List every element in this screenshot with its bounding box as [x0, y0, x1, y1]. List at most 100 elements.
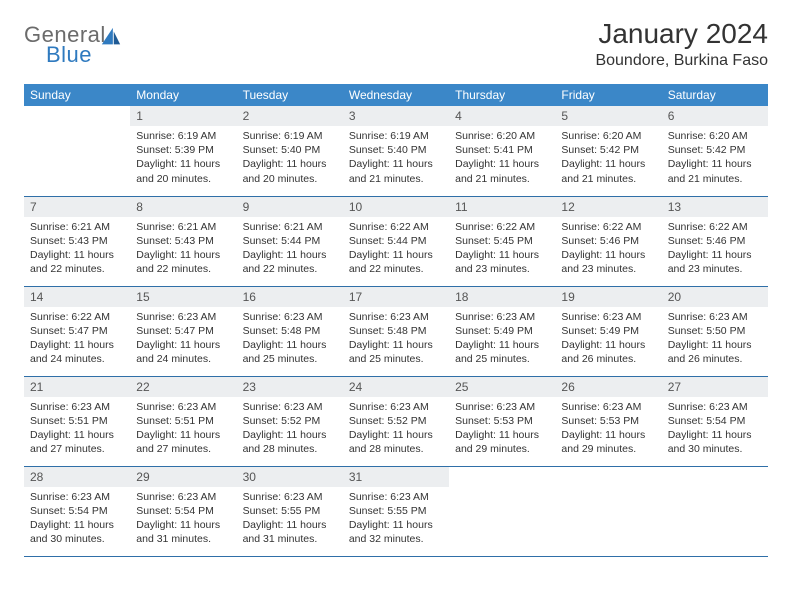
day-details: Sunrise: 6:23 AMSunset: 5:54 PMDaylight:… — [24, 487, 130, 553]
title-block: January 2024 Boundore, Burkina Faso — [595, 18, 768, 70]
calendar-day-cell: 6Sunrise: 6:20 AMSunset: 5:42 PMDaylight… — [662, 106, 768, 196]
daylight-text: Daylight: 11 hours and 22 minutes. — [136, 248, 230, 276]
sunset-text: Sunset: 5:42 PM — [668, 143, 762, 157]
sunrise-text: Sunrise: 6:23 AM — [561, 310, 655, 324]
daylight-text: Daylight: 11 hours and 31 minutes. — [136, 518, 230, 546]
sunset-text: Sunset: 5:46 PM — [668, 234, 762, 248]
day-number: 1 — [130, 106, 236, 126]
day-details: Sunrise: 6:23 AMSunset: 5:54 PMDaylight:… — [130, 487, 236, 553]
sunset-text: Sunset: 5:43 PM — [136, 234, 230, 248]
calendar-day-cell: 9Sunrise: 6:21 AMSunset: 5:44 PMDaylight… — [237, 196, 343, 286]
daylight-text: Daylight: 11 hours and 31 minutes. — [243, 518, 337, 546]
daylight-text: Daylight: 11 hours and 23 minutes. — [561, 248, 655, 276]
daylight-text: Daylight: 11 hours and 32 minutes. — [349, 518, 443, 546]
weekday-header: Tuesday — [237, 84, 343, 106]
weekday-header-row: Sunday Monday Tuesday Wednesday Thursday… — [24, 84, 768, 106]
calendar-day-cell: 1Sunrise: 6:19 AMSunset: 5:39 PMDaylight… — [130, 106, 236, 196]
day-details: Sunrise: 6:22 AMSunset: 5:46 PMDaylight:… — [662, 217, 768, 283]
daylight-text: Daylight: 11 hours and 29 minutes. — [455, 428, 549, 456]
day-number: 11 — [449, 197, 555, 217]
calendar-day-cell: 21Sunrise: 6:23 AMSunset: 5:51 PMDayligh… — [24, 376, 130, 466]
sunrise-text: Sunrise: 6:22 AM — [30, 310, 124, 324]
day-number: 19 — [555, 287, 661, 307]
day-details: Sunrise: 6:23 AMSunset: 5:50 PMDaylight:… — [662, 307, 768, 373]
calendar-day-cell: 14Sunrise: 6:22 AMSunset: 5:47 PMDayligh… — [24, 286, 130, 376]
sunrise-text: Sunrise: 6:23 AM — [455, 310, 549, 324]
day-details: Sunrise: 6:23 AMSunset: 5:54 PMDaylight:… — [662, 397, 768, 463]
sunrise-text: Sunrise: 6:23 AM — [455, 400, 549, 414]
daylight-text: Daylight: 11 hours and 21 minutes. — [349, 157, 443, 185]
day-number: 22 — [130, 377, 236, 397]
daylight-text: Daylight: 11 hours and 27 minutes. — [30, 428, 124, 456]
daylight-text: Daylight: 11 hours and 29 minutes. — [561, 428, 655, 456]
daylight-text: Daylight: 11 hours and 22 minutes. — [243, 248, 337, 276]
sunrise-text: Sunrise: 6:23 AM — [243, 310, 337, 324]
day-number: 12 — [555, 197, 661, 217]
calendar-day-cell: 23Sunrise: 6:23 AMSunset: 5:52 PMDayligh… — [237, 376, 343, 466]
day-number: 8 — [130, 197, 236, 217]
day-details: Sunrise: 6:23 AMSunset: 5:52 PMDaylight:… — [237, 397, 343, 463]
daylight-text: Daylight: 11 hours and 30 minutes. — [30, 518, 124, 546]
sunrise-text: Sunrise: 6:21 AM — [30, 220, 124, 234]
day-number: 21 — [24, 377, 130, 397]
day-details: Sunrise: 6:23 AMSunset: 5:48 PMDaylight:… — [343, 307, 449, 373]
daylight-text: Daylight: 11 hours and 28 minutes. — [349, 428, 443, 456]
calendar-day-cell: 29Sunrise: 6:23 AMSunset: 5:54 PMDayligh… — [130, 466, 236, 556]
day-details: Sunrise: 6:22 AMSunset: 5:47 PMDaylight:… — [24, 307, 130, 373]
sunset-text: Sunset: 5:55 PM — [243, 504, 337, 518]
calendar-table: Sunday Monday Tuesday Wednesday Thursday… — [24, 84, 768, 557]
sunset-text: Sunset: 5:55 PM — [349, 504, 443, 518]
day-details: Sunrise: 6:20 AMSunset: 5:41 PMDaylight:… — [449, 126, 555, 192]
day-number: 2 — [237, 106, 343, 126]
day-number: 29 — [130, 467, 236, 487]
daylight-text: Daylight: 11 hours and 26 minutes. — [561, 338, 655, 366]
weekday-header: Friday — [555, 84, 661, 106]
sunset-text: Sunset: 5:42 PM — [561, 143, 655, 157]
sunrise-text: Sunrise: 6:23 AM — [243, 490, 337, 504]
calendar-day-cell: 8Sunrise: 6:21 AMSunset: 5:43 PMDaylight… — [130, 196, 236, 286]
day-number: 25 — [449, 377, 555, 397]
weekday-header: Sunday — [24, 84, 130, 106]
day-number: 15 — [130, 287, 236, 307]
calendar-day-cell: 16Sunrise: 6:23 AMSunset: 5:48 PMDayligh… — [237, 286, 343, 376]
day-number: 30 — [237, 467, 343, 487]
sunrise-text: Sunrise: 6:23 AM — [561, 400, 655, 414]
sunrise-text: Sunrise: 6:23 AM — [668, 310, 762, 324]
daylight-text: Daylight: 11 hours and 23 minutes. — [455, 248, 549, 276]
sunrise-text: Sunrise: 6:23 AM — [668, 400, 762, 414]
sunset-text: Sunset: 5:44 PM — [243, 234, 337, 248]
sunset-text: Sunset: 5:52 PM — [243, 414, 337, 428]
daylight-text: Daylight: 11 hours and 21 minutes. — [668, 157, 762, 185]
sunrise-text: Sunrise: 6:19 AM — [349, 129, 443, 143]
sunset-text: Sunset: 5:40 PM — [243, 143, 337, 157]
sunset-text: Sunset: 5:49 PM — [455, 324, 549, 338]
sunrise-text: Sunrise: 6:21 AM — [243, 220, 337, 234]
calendar-day-cell: 4Sunrise: 6:20 AMSunset: 5:41 PMDaylight… — [449, 106, 555, 196]
weekday-header: Wednesday — [343, 84, 449, 106]
daylight-text: Daylight: 11 hours and 28 minutes. — [243, 428, 337, 456]
logo: General Blue — [24, 18, 122, 66]
calendar-day-cell: 25Sunrise: 6:23 AMSunset: 5:53 PMDayligh… — [449, 376, 555, 466]
day-details: Sunrise: 6:23 AMSunset: 5:51 PMDaylight:… — [130, 397, 236, 463]
calendar-day-cell: 7Sunrise: 6:21 AMSunset: 5:43 PMDaylight… — [24, 196, 130, 286]
calendar-day-cell: 20Sunrise: 6:23 AMSunset: 5:50 PMDayligh… — [662, 286, 768, 376]
daylight-text: Daylight: 11 hours and 30 minutes. — [668, 428, 762, 456]
calendar-day-cell: 12Sunrise: 6:22 AMSunset: 5:46 PMDayligh… — [555, 196, 661, 286]
sunrise-text: Sunrise: 6:23 AM — [349, 490, 443, 504]
day-details: Sunrise: 6:22 AMSunset: 5:46 PMDaylight:… — [555, 217, 661, 283]
day-number: 5 — [555, 106, 661, 126]
day-number: 24 — [343, 377, 449, 397]
logo-word-blue: Blue — [46, 44, 106, 66]
day-number: 13 — [662, 197, 768, 217]
day-details: Sunrise: 6:23 AMSunset: 5:47 PMDaylight:… — [130, 307, 236, 373]
daylight-text: Daylight: 11 hours and 24 minutes. — [30, 338, 124, 366]
sunrise-text: Sunrise: 6:23 AM — [136, 490, 230, 504]
day-details: Sunrise: 6:23 AMSunset: 5:52 PMDaylight:… — [343, 397, 449, 463]
calendar-day-cell: 24Sunrise: 6:23 AMSunset: 5:52 PMDayligh… — [343, 376, 449, 466]
sunset-text: Sunset: 5:44 PM — [349, 234, 443, 248]
sunset-text: Sunset: 5:48 PM — [349, 324, 443, 338]
sunrise-text: Sunrise: 6:19 AM — [243, 129, 337, 143]
daylight-text: Daylight: 11 hours and 22 minutes. — [349, 248, 443, 276]
calendar-week-row: 21Sunrise: 6:23 AMSunset: 5:51 PMDayligh… — [24, 376, 768, 466]
calendar-day-cell: 3Sunrise: 6:19 AMSunset: 5:40 PMDaylight… — [343, 106, 449, 196]
